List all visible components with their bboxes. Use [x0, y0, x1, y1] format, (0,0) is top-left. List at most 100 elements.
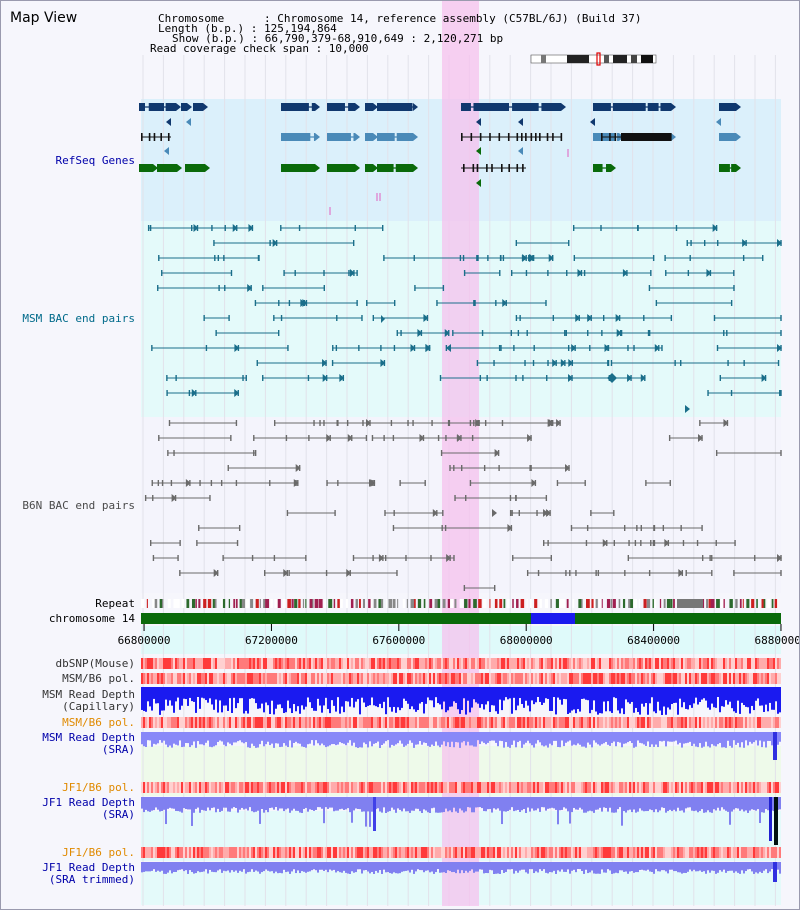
msm-depth-sra-bar: [335, 732, 337, 746]
repeat-element: [380, 599, 384, 608]
msm-b6-pol2-cell: [743, 717, 745, 728]
jf1-b6-pol-cell: [257, 782, 259, 793]
msm-b6-pol2-cell: [457, 717, 459, 728]
jf1-b6-pol-cell: [567, 782, 569, 793]
msm-b6-pol-cell: [407, 673, 409, 684]
jf1-depth-trimmed-bar: [659, 862, 661, 872]
jf1-b6-pol2-cell: [239, 847, 241, 858]
jf1-b6-pol-cell: [611, 782, 613, 793]
jf1-depth-trimmed-bar: [705, 862, 707, 874]
jf1-depth-trimmed-bar: [603, 862, 605, 873]
msm-depth-capillary-bar: [607, 687, 609, 702]
jf1-b6-pol-cell: [527, 782, 529, 793]
jf1-b6-pol-cell: [647, 782, 649, 793]
jf1-b6-pol2-cell: [307, 847, 309, 858]
msm-depth-sra-bar: [523, 732, 525, 745]
msm-b6-pol2-cell: [363, 717, 365, 728]
jf1-depth-trimmed-bar: [711, 862, 713, 871]
msm-depth-capillary-bar: [147, 687, 149, 702]
msm-depth-capillary-bar: [545, 687, 547, 699]
jf1-b6-pol2-cell: [383, 847, 385, 858]
jf1-b6-pol2-cell: [775, 847, 777, 858]
msm-b6-pol2-cell: [259, 717, 261, 728]
msm-b6-pol-cell: [259, 673, 261, 684]
msm-bac-end-pairs-label[interactable]: MSM BAC end pairs: [22, 312, 135, 325]
jf1-b6-pol2-cell: [447, 847, 449, 858]
jf1-depth-sra-bar: [525, 797, 527, 813]
msm-depth-sra-bar: [305, 732, 307, 748]
msm-depth-capillary-bar: [243, 687, 245, 714]
msm-b6-pol-cell: [423, 673, 425, 684]
msm-b6-pol2-cell: [503, 717, 505, 728]
msm-depth-capillary-bar: [485, 687, 487, 705]
refseq-gene-exon: [463, 164, 465, 172]
header-length: Length (b.p.) : 125,194,864: [158, 22, 337, 35]
repeat-element: [622, 599, 626, 608]
msm-b6-pol-cell: [413, 673, 415, 684]
jf1-depth-trimmed-bar: [643, 862, 645, 871]
jf1-b6-pol2-cell: [735, 847, 737, 858]
msm-depth-capillary-bar: [667, 687, 669, 708]
jf1-depth-sra-bar: [717, 797, 719, 808]
refseq-gene-exon: [508, 164, 510, 172]
jf1-b6-pol2-cell: [457, 847, 459, 858]
refseq-gene-exon: [470, 133, 473, 141]
jf1-depth-trimmed-bar: [273, 862, 275, 874]
msm-b6-pol2-cell: [577, 717, 579, 728]
msm-b6-pol-cell: [389, 673, 391, 684]
jf1-b6-pol-cell: [321, 782, 323, 793]
msm-depth-sra-bar: [339, 732, 341, 743]
jf1-depth-sra-bar: [633, 797, 635, 810]
repeat-element: [159, 599, 163, 608]
dbsnp-cell: [547, 658, 549, 669]
msm-b6-pol-cell: [637, 673, 639, 684]
msm-depth-sra-bar: [493, 732, 495, 741]
jf1-depth-sra-bar: [679, 797, 681, 811]
msm-depth-capillary-bar: [255, 687, 257, 704]
jf1-depth-sra-bar: [275, 797, 277, 808]
jf1-depth-sra-bar: [445, 797, 447, 809]
jf1-depth-sra-bar: [719, 797, 721, 811]
msm-depth-capillary-bar: [195, 687, 197, 713]
msm-depth-sra-bar: [509, 732, 511, 748]
msm-depth-capillary-bar: [639, 687, 641, 715]
jf1-b6-pol2-cell: [357, 847, 359, 858]
jf1-depth-sra-bar: [497, 797, 499, 809]
msm-b6-pol2-cell: [239, 717, 241, 728]
jf1-depth-trimmed-bar: [687, 862, 689, 872]
refseq-genes-label[interactable]: RefSeq Genes: [55, 154, 135, 167]
msm-b6-pol2-cell: [573, 717, 575, 728]
jf1-depth-trimmed-bar: [621, 862, 623, 871]
refseq-gene-exon: [281, 133, 311, 141]
jf1-depth-trimmed-bar: [701, 862, 703, 872]
jf1-depth-trimmed-bar: [633, 862, 635, 873]
msm-depth-sra-bar: [151, 732, 153, 747]
jf1-depth-trimmed-bar: [385, 862, 387, 873]
jf1-b6-pol2-cell: [335, 847, 337, 858]
msm-depth-sra-bar: [609, 732, 611, 746]
jf1-depth-sra-bar: [553, 797, 555, 809]
msm-b6-pol2-cell: [699, 717, 701, 728]
repeat-element: [489, 599, 491, 608]
b6n-bac-end-pairs-label[interactable]: B6N BAC end pairs: [22, 499, 135, 512]
jf1-depth-sra-bar: [723, 797, 725, 810]
msm-depth-capillary-bar: [293, 687, 295, 705]
jf1-b6-pol-cell: [207, 782, 209, 793]
msm-depth-sra-bar: [161, 732, 163, 743]
msm-b6-pol2-cell: [539, 717, 541, 728]
dbsnp-cell: [557, 658, 559, 669]
msm-b6-pol-cell: [563, 673, 565, 684]
dbsnp-cell: [597, 658, 599, 669]
dbsnp-cell: [203, 658, 205, 669]
msm-b6-pol-cell: [201, 673, 203, 684]
jf1-depth-sra-bar: [619, 797, 621, 808]
jf1-b6-pol-cell: [713, 782, 715, 793]
jf1-b6-pol-cell: [609, 782, 611, 793]
msm-depth-capillary-bar: [365, 687, 367, 708]
repeat-element: [312, 599, 314, 608]
jf1-depth-trimmed-bar: [357, 862, 359, 870]
jf1-b6-pol2-cell: [491, 847, 493, 858]
jf1-b6-pol2-cell: [193, 847, 195, 858]
jf1-b6-pol-cell: [277, 782, 279, 793]
